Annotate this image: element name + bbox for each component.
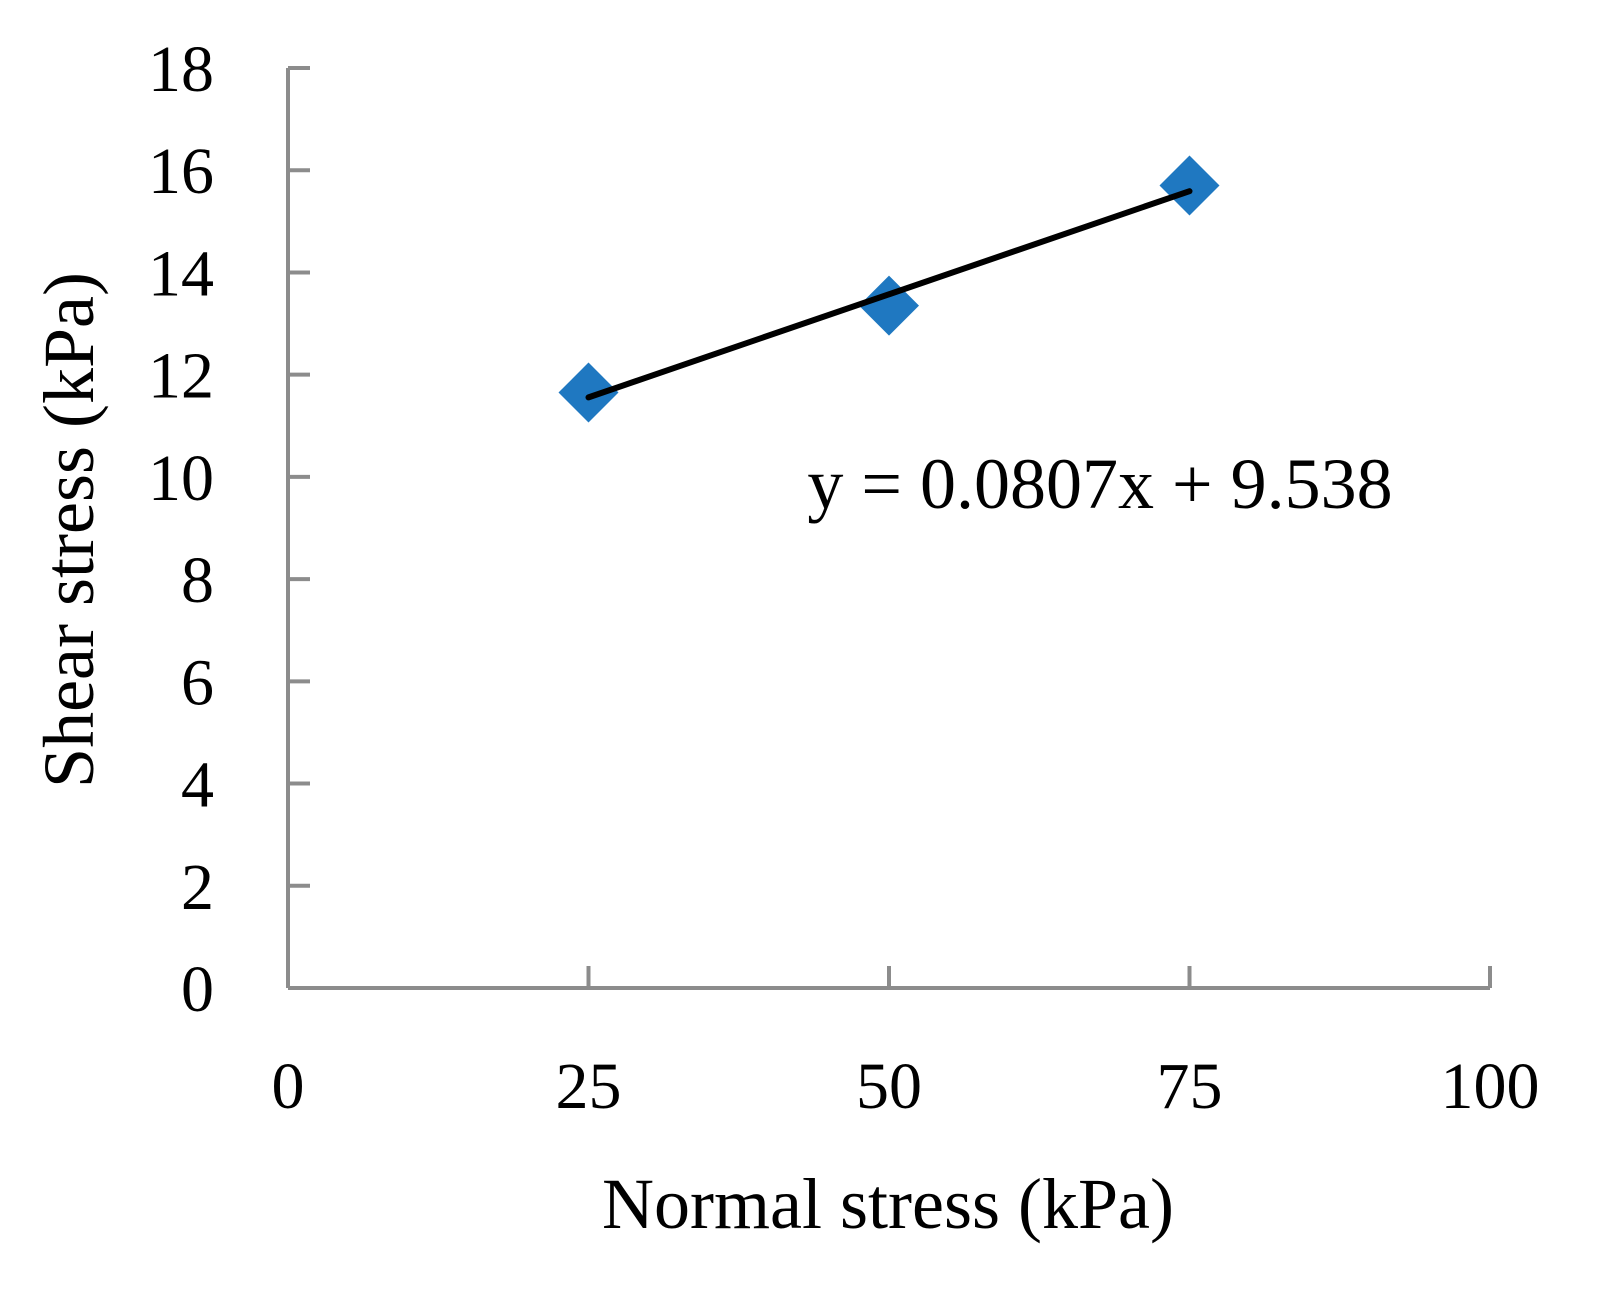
- y-axis-title: Shear stress (kPa): [29, 272, 109, 788]
- y-tick-label: 10: [148, 442, 214, 515]
- data-point-diamond: [558, 362, 619, 423]
- trendline-group: [585, 188, 1193, 401]
- x-tick-label: 75: [1157, 1050, 1223, 1123]
- y-tick-label: 18: [148, 33, 214, 106]
- x-tick-label: 100: [1441, 1050, 1540, 1123]
- axes: [286, 68, 1490, 990]
- x-tick-label: 50: [856, 1050, 922, 1123]
- data-point-diamond: [1159, 155, 1220, 216]
- trendline-equation: y = 0.0807x + 9.538: [807, 444, 1392, 524]
- y-tick-label: 16: [148, 135, 214, 208]
- x-tick-label: 0: [272, 1050, 305, 1123]
- y-tick-label: 4: [181, 749, 214, 822]
- y-tick-label: 12: [148, 340, 214, 413]
- tick-labels: 0 2 4 6 8 10 12 14 16 18 0 25 50 75 100: [148, 33, 1540, 1123]
- y-tick-label: 8: [181, 544, 214, 617]
- y-tick-label: 6: [181, 646, 214, 719]
- y-tick-label: 14: [148, 237, 214, 310]
- y-tick-label: 0: [181, 953, 214, 1026]
- y-tick-label: 2: [181, 851, 214, 924]
- trendline: [585, 188, 1193, 401]
- data-points: [558, 155, 1220, 423]
- x-axis-title: Normal stress (kPa): [602, 1164, 1174, 1244]
- x-tick-label: 25: [556, 1050, 622, 1123]
- ticks: [286, 66, 1492, 990]
